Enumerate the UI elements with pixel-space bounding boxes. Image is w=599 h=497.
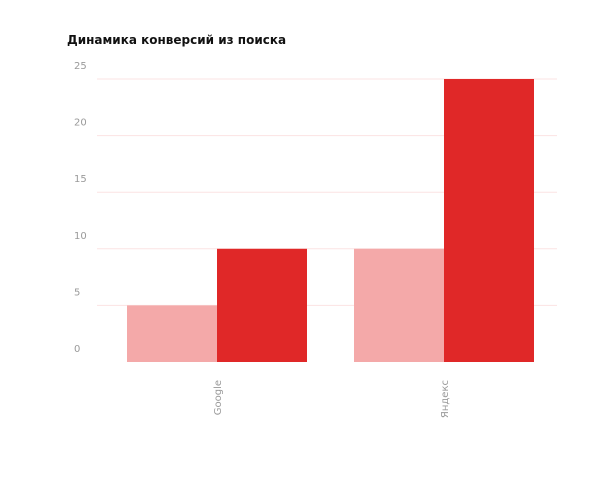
y-tick-label: 25 [74,61,87,72]
x-category-label: Яндекс [440,380,451,418]
x-category-label: Google [213,380,224,415]
x-axis-categories: Google Яндекс [213,380,451,418]
bar-Google-series-2 [217,248,307,362]
chart-title: Динамика конверсий из поиска [67,33,287,47]
bar-Google-series-1 [127,305,217,362]
y-tick-label: 15 [74,174,87,185]
y-tick-label: 20 [74,118,87,129]
bar-layer [127,79,534,362]
bar-Яндекс-series-2 [444,79,534,362]
bar-Яндекс-series-1 [354,248,444,362]
y-tick-label: 0 [74,344,80,355]
y-tick-label: 5 [74,287,80,298]
y-axis-ticks: 0 5 10 15 20 25 [74,61,87,355]
y-tick-label: 10 [74,231,87,242]
